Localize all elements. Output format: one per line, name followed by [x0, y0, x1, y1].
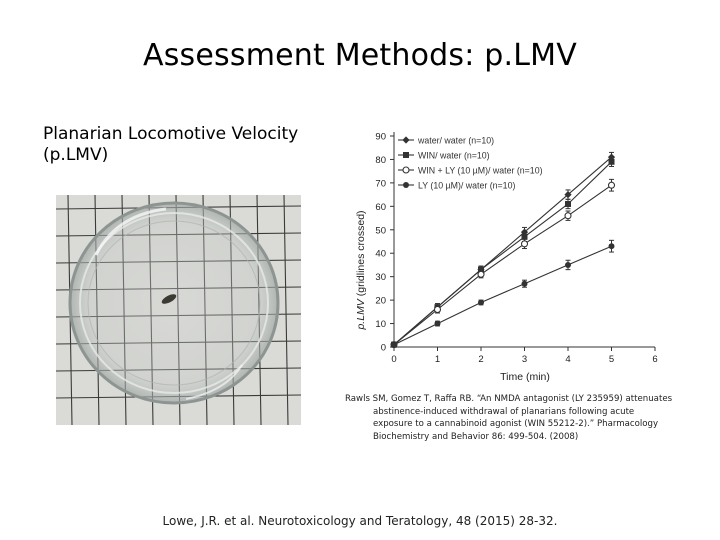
data-point-diamond — [402, 136, 410, 144]
dish-highlight-2 — [185, 364, 243, 400]
data-point-open-circle — [520, 240, 529, 248]
data-point-filled-circle — [565, 261, 571, 268]
dish-inner-ring — [87, 220, 261, 386]
planarian-worm — [161, 294, 177, 304]
y-axis-label-rest: (gridlines crossed) — [355, 210, 367, 299]
y-tick-label: 0 — [381, 343, 386, 354]
chart-legend: water/ water (n=10) WIN/ water (n=10) WIN … — [398, 136, 543, 191]
series-line — [393, 161, 612, 346]
data-point-open-circle — [433, 305, 442, 314]
x-axis-label: Time (min) — [500, 371, 550, 383]
series-3 — [390, 178, 616, 349]
y-tick-label: 80 — [375, 155, 386, 166]
data-point-filled-circle — [391, 341, 397, 348]
legend-label: WIN/ water (n=10) — [418, 151, 490, 161]
data-point-filled-circle — [608, 243, 615, 250]
chart-series — [390, 151, 616, 349]
y-tick-label: 90 — [375, 132, 386, 143]
data-point-filled-circle — [403, 182, 409, 188]
legend-label: water/ water (n=10) — [417, 136, 494, 146]
reference-rawls-line1: Rawls SM, Gomez T, Raffa RB. “An NMDA an… — [345, 394, 673, 404]
data-point-square — [608, 158, 615, 165]
legend-item-1: water/ water (n=10) — [398, 136, 494, 146]
legend-item-2: WIN/ water (n=10) — [398, 151, 490, 161]
y-tick-label: 20 — [375, 296, 386, 307]
subtitle-line-2: (p.LMV) — [43, 145, 109, 165]
legend-label: LY (10 µM)/ water (n=10) — [418, 181, 515, 191]
reference-rawls-rest: abstinence-induced withdrawal of planari… — [373, 406, 659, 442]
dish-highlight — [94, 207, 167, 256]
legend-item-4: LY (10 µM)/ water (n=10) — [398, 181, 515, 191]
data-point-square — [565, 200, 571, 207]
y-tick-label: 10 — [375, 319, 386, 330]
plmv-chart-svg: 0 10 20 30 40 50 60 70 80 90 0 1 2 3 4 5 6 water/ water … — [355, 132, 658, 384]
y-axis-label: p.LMV (gridlines crossed) — [355, 210, 367, 330]
subtitle-line-1: Planarian Locomotive Velocity — [43, 124, 299, 144]
plmv-chart: 0 10 20 30 40 50 60 70 80 90 0 1 2 3 4 5 6 water/ water … — [350, 122, 675, 384]
legend-label: WIN + LY (10 µM)/ water (n=10) — [418, 166, 543, 176]
slide-subtitle: Planarian Locomotive Velocity (p.LMV) — [43, 124, 343, 166]
data-point-square — [521, 233, 528, 240]
data-point-square — [478, 266, 484, 273]
series-4 — [391, 239, 615, 348]
reference-rawls: Rawls SM, Gomez T, Raffa RB. “An NMDA an… — [345, 393, 675, 443]
planarian-dish-photo — [56, 195, 301, 425]
data-point-diamond — [564, 191, 572, 199]
reference-lowe: Lowe, J.R. et al. Neurotoxicology and Te… — [162, 514, 558, 528]
data-point-square — [403, 152, 409, 158]
data-point-open-circle — [607, 181, 616, 189]
x-tick-label: 3 — [522, 354, 527, 365]
y-axis-label-italic: p.LMV — [355, 298, 367, 330]
legend-item-3: WIN + LY (10 µM)/ water (n=10) — [398, 166, 543, 176]
y-tick-label: 60 — [375, 202, 386, 213]
dish-inner-rim — [79, 212, 269, 394]
y-tick-label: 70 — [375, 178, 386, 189]
data-point-filled-circle — [478, 299, 484, 306]
y-tick-label: 40 — [375, 249, 386, 260]
data-point-filled-circle — [434, 320, 441, 327]
slide-title: Assessment Methods: p.LMV — [143, 38, 577, 73]
data-point-open-circle — [564, 212, 572, 220]
chart-axes: 0 10 20 30 40 50 60 70 80 90 0 1 2 3 4 5 6 — [375, 132, 657, 366]
data-point-filled-circle — [521, 280, 528, 287]
x-tick-label: 6 — [652, 354, 657, 365]
x-tick-label: 0 — [391, 354, 396, 365]
series-line — [393, 184, 612, 346]
photo-graphic — [56, 195, 301, 425]
data-point-open-circle — [402, 166, 410, 174]
data-point-open-circle — [477, 270, 485, 278]
petri-dish — [68, 201, 280, 405]
series-line — [393, 245, 612, 346]
x-tick-label: 2 — [478, 354, 483, 365]
x-tick-label: 5 — [609, 354, 614, 365]
y-tick-label: 50 — [375, 225, 386, 236]
x-tick-label: 4 — [565, 354, 570, 365]
y-tick-label: 30 — [375, 272, 386, 283]
x-tick-label: 1 — [435, 354, 440, 365]
